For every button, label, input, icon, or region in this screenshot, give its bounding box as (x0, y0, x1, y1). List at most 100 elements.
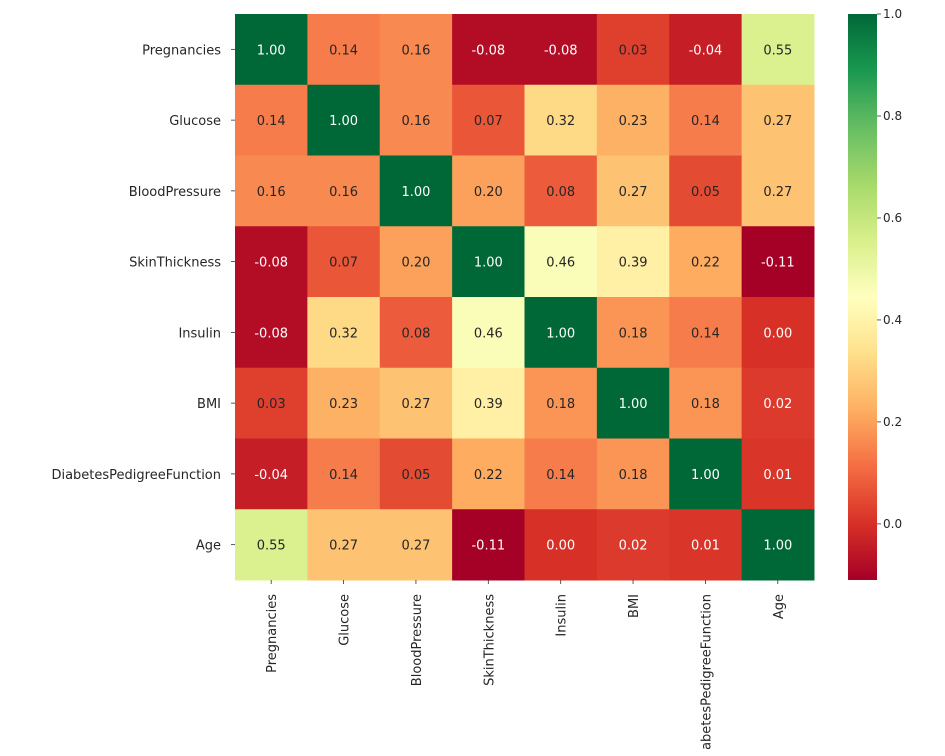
cell-value-label: 0.20 (474, 185, 503, 200)
colorbar-tick-label: 0.4 (883, 313, 902, 327)
cell-value-label: 0.08 (546, 185, 575, 200)
cell-value-label: 0.55 (763, 43, 792, 58)
cell-value-label: 0.22 (691, 256, 720, 271)
heatmap-cell (307, 509, 381, 581)
heatmap-cell (741, 14, 815, 86)
cell-value-label: 0.18 (619, 468, 648, 483)
heatmap-cell (235, 438, 308, 510)
cell-value-label: 0.18 (619, 326, 648, 341)
column-label: SkinThickness (482, 594, 497, 686)
cell-value-label: 0.23 (619, 114, 648, 129)
heatmap-cell (524, 297, 598, 369)
heatmap-cell (307, 438, 381, 510)
column-label: Pregnancies (265, 594, 280, 673)
cell-value-label: 0.08 (401, 326, 430, 341)
cell-value-label: 0.14 (546, 468, 575, 483)
cell-value-label: 0.05 (401, 468, 430, 483)
column-labels: Pregnancies Glucose BloodPressure SkinThick… (265, 580, 787, 756)
colorbar-tick-label: 0.2 (883, 415, 902, 429)
heatmap-cell (741, 84, 815, 156)
cell-value-label: -0.11 (471, 539, 505, 554)
row-label: Glucose (169, 114, 221, 129)
heatmap-cell (524, 14, 598, 86)
cell-value-label: 0.27 (619, 185, 648, 200)
cell-value-label: 1.00 (257, 43, 286, 58)
heatmap-cell (379, 226, 453, 298)
column-label: BMI (627, 594, 642, 618)
colorbar-tick-label: 0.6 (883, 211, 902, 225)
column-label: Age (772, 594, 787, 619)
heatmap-cell (596, 14, 670, 86)
heatmap-cell (379, 14, 453, 86)
cell-value-label: 1.00 (474, 256, 503, 271)
heatmap-cell (669, 155, 743, 227)
colorbar-tick-label: 1.0 (883, 7, 902, 21)
heatmap-cell (596, 226, 670, 298)
cell-value-label: -0.11 (761, 256, 795, 271)
cell-value-label: 0.32 (329, 326, 358, 341)
cell-value-label: 0.03 (257, 397, 286, 412)
cell-value-label: 0.39 (474, 397, 503, 412)
heatmap-cell (452, 14, 525, 86)
cell-value-label: 0.18 (691, 397, 720, 412)
column-label: Glucose (338, 594, 353, 646)
cell-value-label: 0.27 (763, 185, 792, 200)
cell-value-label: 0.27 (329, 539, 358, 554)
row-labels: Pregnancies Glucose BloodPressure SkinThick… (51, 43, 235, 554)
heatmap-cell (379, 438, 453, 510)
cell-value-label: 0.22 (474, 468, 503, 483)
cell-value-label: 0.23 (329, 397, 358, 412)
heatmap-cell (452, 367, 525, 439)
cell-value-label: -0.08 (471, 43, 505, 58)
cell-value-label: 0.02 (619, 539, 648, 554)
cell-value-label: 0.39 (619, 256, 648, 271)
cell-value-label: 0.27 (401, 397, 430, 412)
column-label: BloodPressure (410, 594, 425, 686)
cell-value-label: 0.07 (474, 114, 503, 129)
heatmap-cell (452, 297, 525, 369)
colorbar: 0.0 0.2 0.4 0.6 0.8 1.0 (848, 7, 902, 580)
heatmap-cell (307, 155, 381, 227)
heatmap-cell (596, 367, 670, 439)
heatmap-cell (235, 297, 308, 369)
cell-value-label: 0.14 (691, 326, 720, 341)
cell-value-label: 1.00 (619, 397, 648, 412)
heatmap-cell (596, 155, 670, 227)
heatmap-cell (452, 155, 525, 227)
colorbar-gradient (848, 14, 877, 580)
cell-value-label: 0.03 (619, 43, 648, 58)
heatmap-cell (307, 297, 381, 369)
cell-value-label: 0.27 (763, 114, 792, 129)
column-label: DiabetesPedigreeFunction (699, 594, 714, 751)
heatmap-cell (669, 297, 743, 369)
cell-value-label: 0.14 (691, 114, 720, 129)
row-label: DiabetesPedigreeFunction (51, 468, 221, 483)
heatmap-cell (596, 438, 670, 510)
cell-value-label: 0.27 (401, 539, 430, 554)
heatmap-cell (235, 155, 308, 227)
heatmap-cell (235, 84, 308, 156)
heatmap-cell (307, 84, 381, 156)
heatmap-cell (524, 226, 598, 298)
heatmap-cell (669, 438, 743, 510)
cell-value-label: 1.00 (546, 326, 575, 341)
heatmap-cell (307, 14, 381, 86)
heatmap-cell (452, 509, 525, 581)
row-label: Pregnancies (142, 43, 221, 58)
colorbar-tick-label: 0.0 (883, 517, 902, 531)
cell-value-label: 0.16 (401, 43, 430, 58)
heatmap-cell (524, 438, 598, 510)
heatmap-cell (524, 84, 598, 156)
heatmap-cell (669, 367, 743, 439)
heatmap-cell (669, 14, 743, 86)
heatmap-cell (741, 509, 815, 581)
cell-value-label: 0.46 (474, 326, 503, 341)
heatmap-cell (235, 226, 308, 298)
heatmap-cell (741, 438, 815, 510)
cell-value-label: 0.05 (691, 185, 720, 200)
cell-value-label: 0.00 (546, 539, 575, 554)
heatmap-cell (669, 226, 743, 298)
heatmap-cell (379, 509, 453, 581)
heatmap-cell (741, 367, 815, 439)
heatmap-cell (596, 297, 670, 369)
